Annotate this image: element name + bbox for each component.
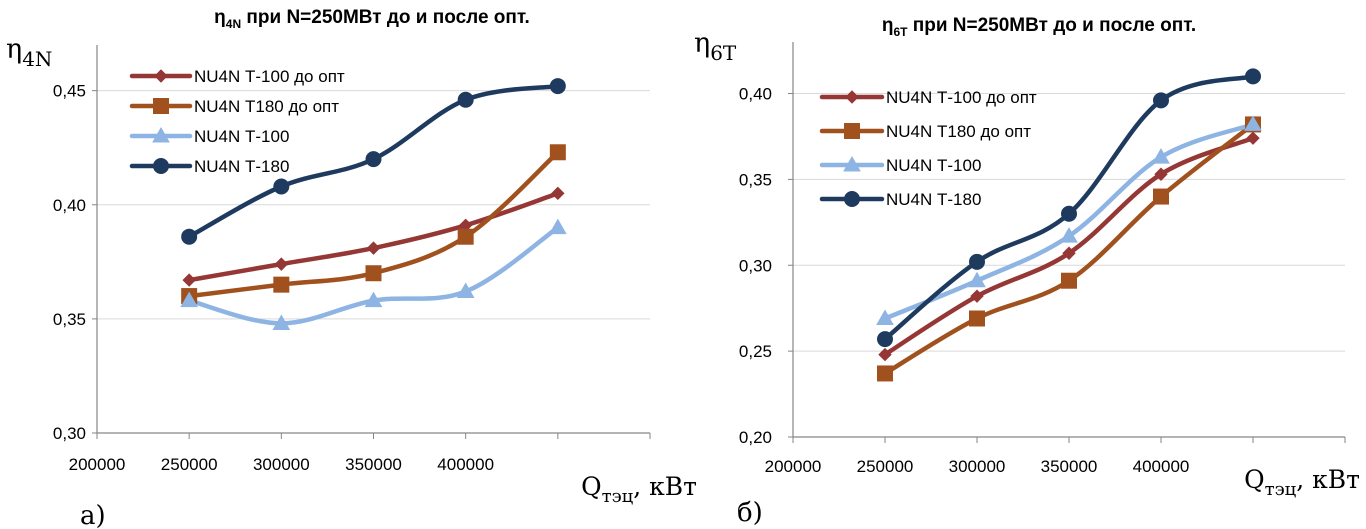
data-point-s2	[1153, 188, 1169, 205]
data-point-s2	[549, 144, 566, 161]
data-point-s4	[1061, 205, 1077, 222]
data-point-s2	[969, 310, 985, 327]
legend-marker	[844, 191, 860, 207]
legend-marker	[152, 126, 170, 143]
data-point-s1	[274, 257, 289, 271]
data-point-s4	[549, 78, 566, 95]
legend-marker	[153, 158, 169, 174]
legend-marker	[845, 90, 859, 104]
gridlines	[97, 90, 650, 320]
y-ticks: 0,20 0,25 0,30 0,35 0,40	[739, 85, 793, 447]
chart-title: η6Т при N=250МВт до и после опт.	[882, 15, 1196, 39]
data-point-s1	[366, 241, 381, 255]
data-point-s2	[877, 365, 893, 382]
data-point-s3	[1244, 115, 1262, 131]
x-tick-label: 300000	[253, 455, 310, 474]
series-group	[180, 78, 567, 330]
y-tick-label: 0,40	[53, 196, 86, 215]
data-point-s4	[181, 228, 198, 245]
data-point-s4	[1153, 92, 1169, 109]
data-point-s1	[182, 273, 196, 287]
legend: NU4N Т-100 до опт NU4N Т180 до опт NU4N Т-…	[129, 67, 345, 176]
data-point-s4	[273, 178, 290, 195]
x-tick-label: 350000	[1041, 457, 1098, 476]
series-group	[876, 68, 1262, 382]
legend-label: NU4N Т-100	[194, 127, 289, 146]
panel-label: а)	[80, 501, 106, 529]
data-point-s2	[1061, 272, 1077, 289]
x-tick-label: 250000	[857, 457, 914, 476]
y-tick-label: 0,30	[739, 256, 772, 275]
y-axis-label: η4N	[6, 34, 52, 71]
data-point-s1	[1246, 131, 1260, 145]
legend-label: NU4N Т-100 до опт	[194, 67, 345, 86]
data-point-s3	[180, 291, 199, 308]
y-tick-label: 0,45	[53, 82, 86, 101]
legend-label: NU4N Т-100	[886, 156, 981, 175]
data-point-s1	[970, 289, 984, 303]
data-point-s3	[1060, 227, 1078, 243]
data-point-s4	[877, 331, 893, 348]
panel-label: б)	[737, 498, 763, 528]
data-point-s2	[457, 228, 474, 245]
y-tick-label: 0,20	[739, 428, 772, 447]
legend-label: NU4N Т-180	[886, 190, 981, 209]
legend-label: NU4N Т180 до опт	[194, 97, 339, 116]
y-tick-label: 0,25	[739, 342, 772, 361]
x-axis-label: Qтэц, кВт	[1244, 465, 1360, 500]
data-point-s1	[1062, 246, 1076, 260]
chart-panel-b: 200000 250000 300000 350000 4000000,200,250,…	[694, 15, 1360, 528]
data-point-s1	[551, 186, 565, 201]
y-tick-label: 0,40	[739, 85, 772, 104]
y-tick-label: 0,35	[53, 310, 86, 329]
x-ticks: 200000 250000 300000 350000 400000	[69, 433, 651, 474]
data-point-s3	[968, 271, 986, 288]
chart-panel-a: 200000 250000 300000 350000 4000000,300,350,…	[6, 7, 697, 529]
x-tick-label: 200000	[69, 455, 126, 474]
y-tick-label: 0,30	[53, 424, 86, 443]
data-point-s4	[365, 151, 382, 168]
data-point-s4	[457, 91, 474, 108]
data-point-s4	[1245, 68, 1261, 85]
y-tick-label: 0,35	[739, 170, 772, 189]
x-tick-label: 350000	[345, 455, 402, 474]
data-point-s3	[272, 314, 291, 330]
x-tick-label: 400000	[1133, 457, 1190, 476]
x-ticks: 200000 250000 300000 350000 400000	[765, 437, 1346, 476]
axes	[96, 45, 650, 434]
data-point-s1	[1154, 167, 1168, 181]
x-tick-label: 250000	[161, 455, 218, 474]
data-point-s1	[878, 347, 892, 362]
legend: NU4N Т-100 до опт NU4N Т180 до опт NU4N Т-…	[819, 88, 1037, 209]
legend-marker	[843, 155, 861, 172]
data-point-s3	[548, 218, 567, 235]
x-tick-label: 400000	[437, 455, 494, 474]
legend-marker	[844, 123, 860, 139]
data-point-s3	[364, 291, 383, 308]
y-axis-label: η6Т	[694, 28, 737, 65]
legend-marker	[154, 69, 168, 83]
legend-marker	[153, 98, 169, 114]
x-tick-label: 200000	[765, 457, 822, 476]
x-axis-label: Qтэц, кВт	[581, 472, 697, 507]
data-point-s3	[1152, 148, 1170, 164]
data-point-s4	[969, 253, 985, 270]
data-point-s2	[365, 265, 382, 282]
legend-label: NU4N Т-100 до опт	[886, 88, 1037, 107]
data-point-s3	[876, 309, 894, 325]
x-tick-label: 300000	[949, 457, 1006, 476]
data-point-s2	[273, 276, 290, 293]
legend-label: NU4N Т-180	[194, 157, 289, 176]
y-ticks: 0,30 0,35 0,40 0,45	[53, 82, 97, 443]
chart-title: η4N при N=250МВт до и после опт.	[214, 7, 530, 31]
data-point-s3	[456, 282, 475, 298]
legend-label: NU4N Т180 до опт	[886, 122, 1031, 141]
